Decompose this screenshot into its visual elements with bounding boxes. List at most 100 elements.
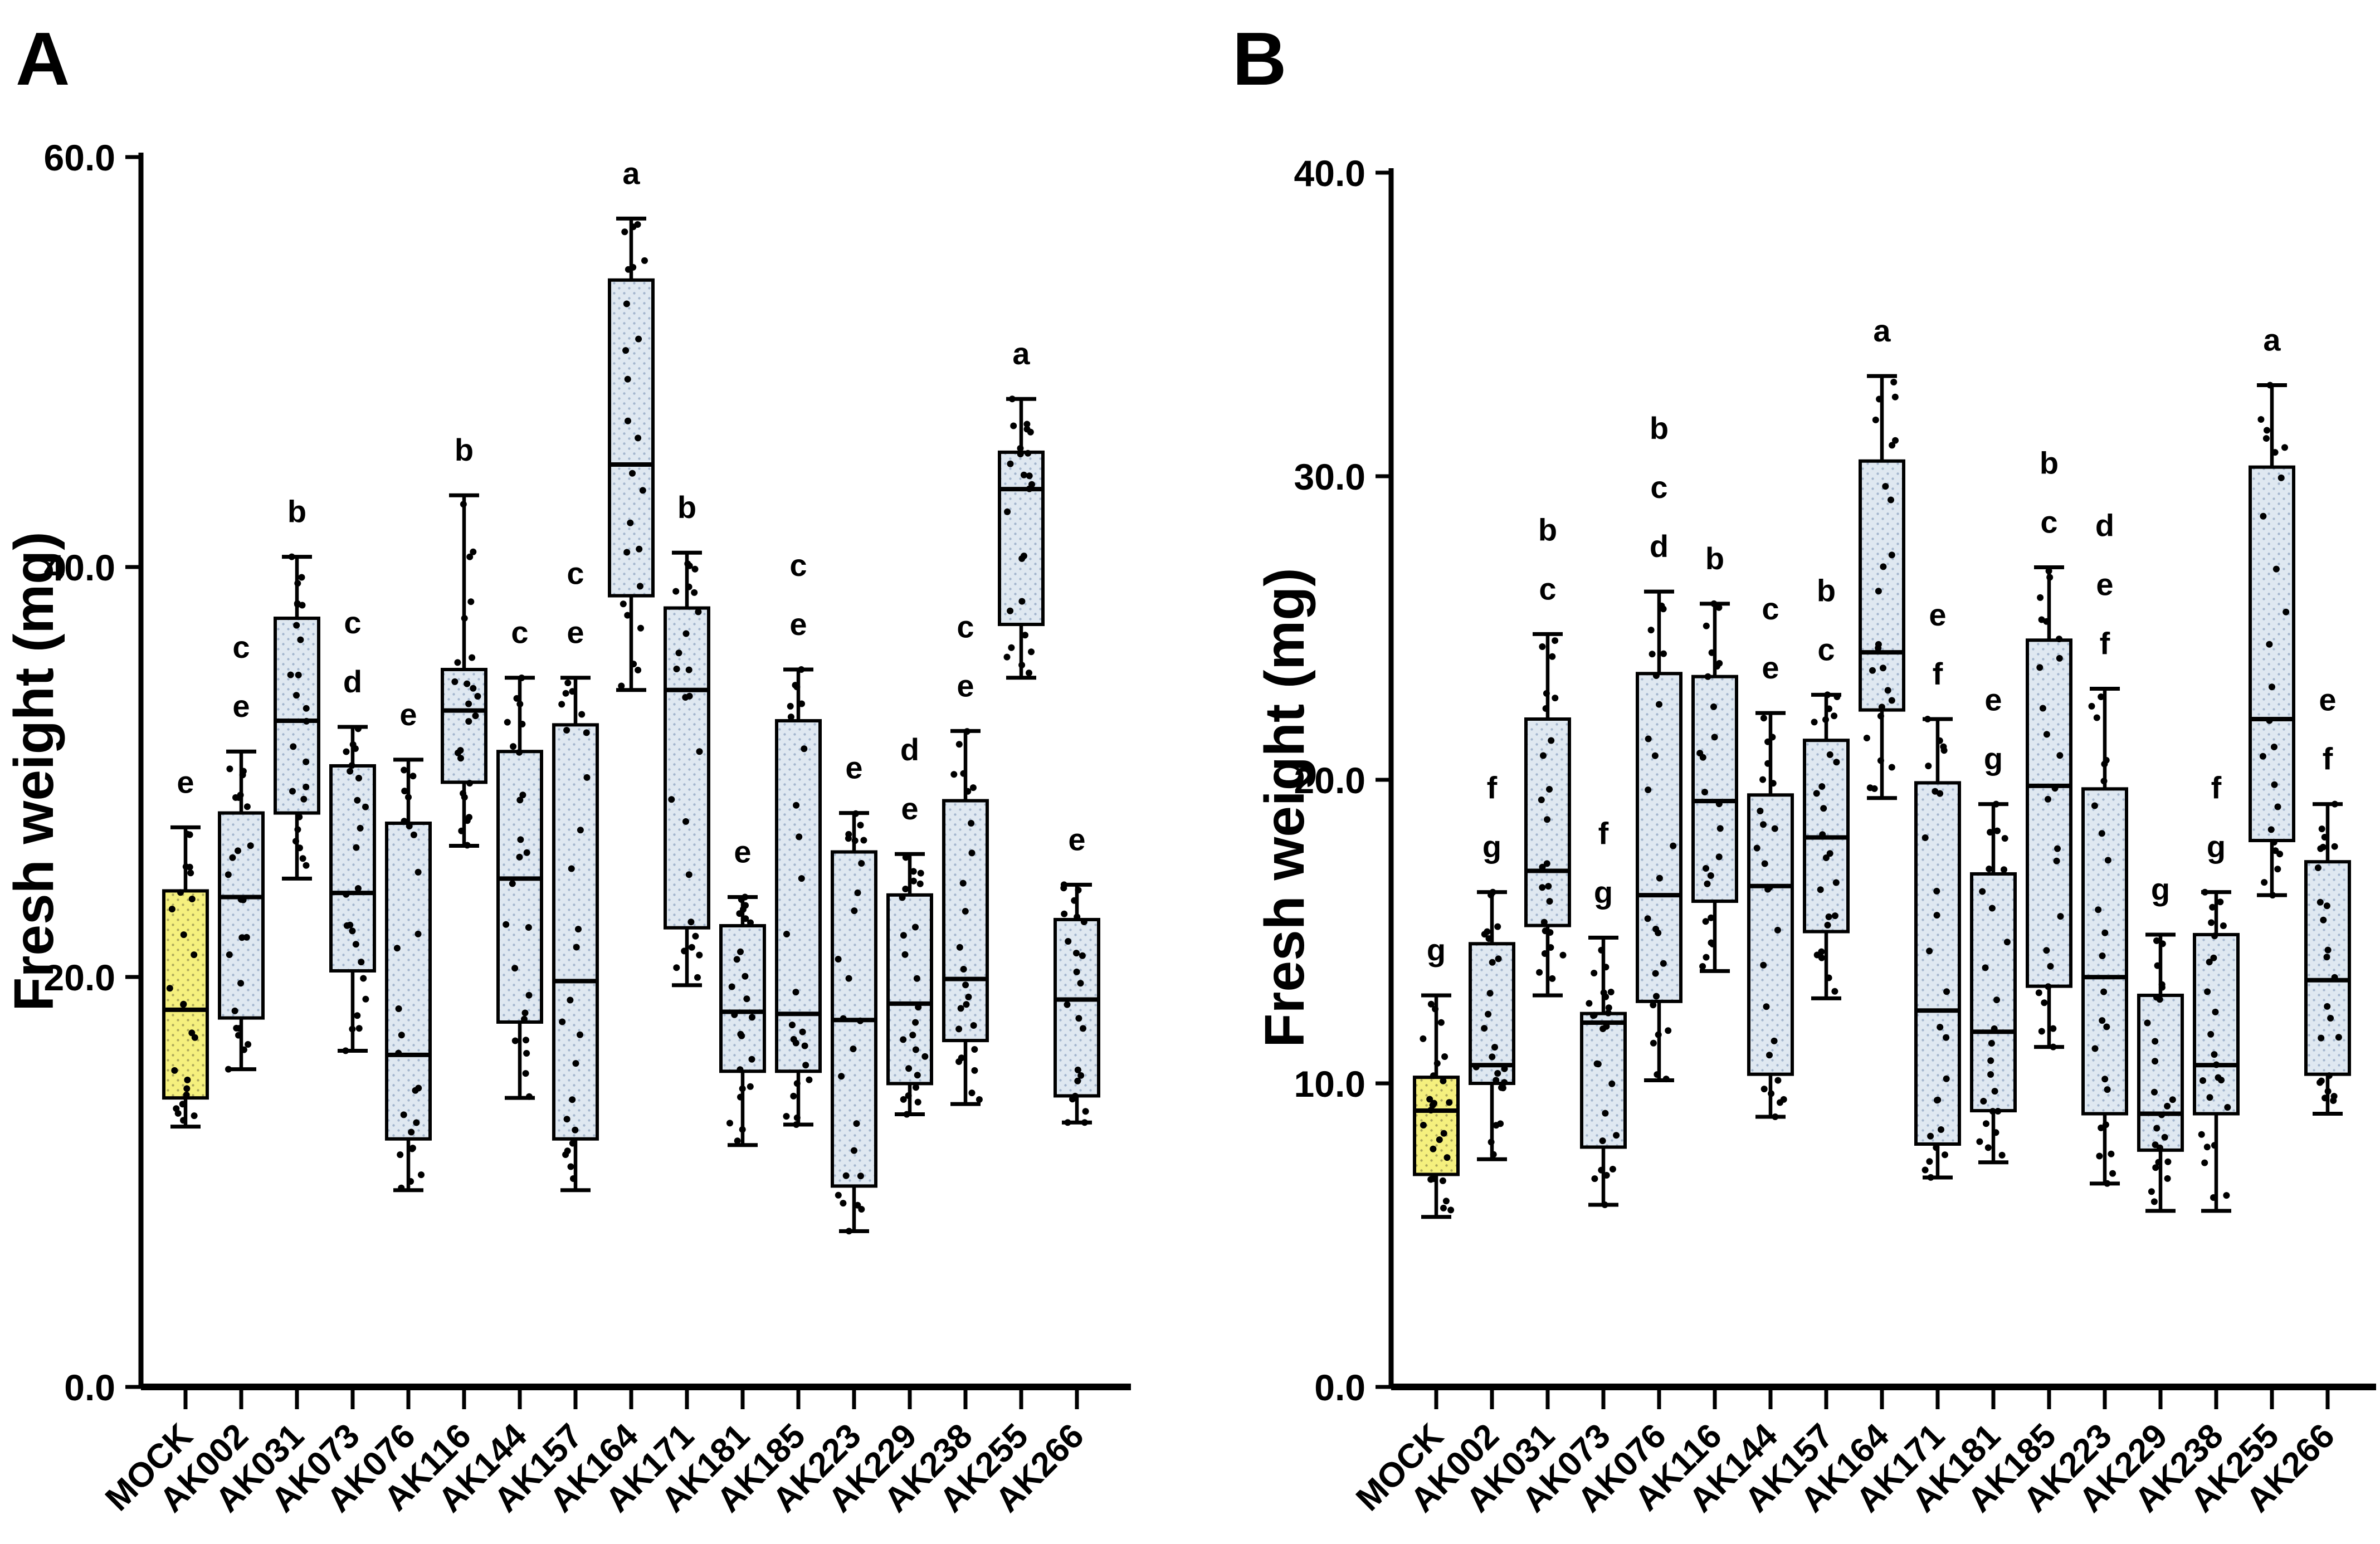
data-point (347, 768, 354, 775)
data-point (851, 837, 859, 844)
significance-letter: c (2040, 505, 2057, 540)
data-point (1660, 960, 1667, 967)
significance-letter: g (2151, 872, 2170, 907)
data-point (464, 842, 471, 849)
data-point (1891, 393, 1899, 400)
data-point (686, 692, 693, 700)
data-point (187, 869, 194, 877)
data-point (739, 1126, 746, 1133)
data-point (1772, 1113, 1779, 1120)
data-point (1645, 735, 1652, 742)
data-point (2283, 608, 2290, 615)
data-point (913, 1084, 919, 1091)
data-point (577, 827, 584, 834)
data-point (850, 1045, 857, 1053)
data-point (362, 995, 369, 1003)
data-point (362, 803, 369, 810)
data-point (2046, 574, 2054, 581)
data-point (569, 688, 576, 695)
data-point (625, 417, 631, 424)
data-point (174, 1110, 182, 1117)
data-point (1942, 1151, 1948, 1159)
data-point (963, 728, 970, 735)
data-point (232, 794, 239, 801)
data-point (1547, 944, 1554, 951)
data-point (956, 944, 963, 951)
data-point (287, 671, 294, 678)
box-group-AK144: c (496, 615, 543, 1100)
data-point (687, 918, 695, 926)
data-point (1936, 737, 1943, 744)
data-point (1875, 588, 1882, 595)
data-point (1831, 988, 1838, 995)
data-point (1703, 865, 1709, 872)
data-point (1433, 1060, 1441, 1067)
data-point (1888, 551, 1895, 559)
data-point (1819, 831, 1826, 838)
data-point (573, 944, 580, 951)
data-point (1650, 1039, 1657, 1047)
data-point (1877, 712, 1884, 720)
data-point (180, 931, 187, 939)
data-point (976, 1096, 983, 1103)
data-point (838, 1073, 845, 1080)
data-point (1817, 886, 1824, 893)
data-point (2272, 565, 2280, 573)
data-point (726, 1120, 733, 1127)
data-point (558, 701, 565, 708)
data-point (183, 1085, 191, 1092)
data-point (1763, 1003, 1770, 1010)
data-point (2264, 427, 2270, 434)
data-point (2325, 1072, 2333, 1079)
data-point (355, 1025, 363, 1032)
data-point (1988, 1040, 1995, 1047)
data-point (917, 869, 924, 877)
data-point (1440, 1077, 1447, 1084)
box-group-AK073: cd (329, 605, 376, 1054)
data-point (1023, 421, 1031, 428)
data-point (793, 802, 800, 809)
data-point (621, 228, 628, 236)
data-point (1080, 918, 1087, 925)
data-point (737, 1093, 744, 1101)
significance-letter: b (1538, 512, 1557, 547)
data-point (2043, 618, 2050, 625)
data-point (2324, 946, 2332, 954)
box-iqr (942, 799, 989, 1043)
data-point (353, 844, 360, 851)
data-point (2096, 1152, 2103, 1160)
data-point (635, 667, 642, 673)
data-point (1436, 1136, 1443, 1144)
data-point (2207, 1030, 2215, 1038)
data-point (559, 1018, 566, 1025)
data-point (1994, 1108, 2002, 1115)
data-point (853, 1120, 860, 1127)
data-point (620, 600, 627, 608)
data-point (2331, 843, 2338, 850)
data-point (1488, 1139, 1495, 1146)
data-point (294, 826, 301, 833)
data-point (1708, 649, 1715, 656)
data-point (960, 966, 967, 973)
data-point (1932, 788, 1939, 795)
significance-letter: e (1984, 682, 2002, 717)
data-point (458, 827, 465, 834)
data-point (1826, 751, 1833, 758)
data-point (2095, 906, 2102, 913)
data-point (2109, 1170, 2116, 1177)
data-point (2267, 826, 2275, 833)
data-point (1992, 800, 1999, 808)
significance-letter: b (455, 432, 474, 467)
data-point (521, 1009, 529, 1017)
data-point (2045, 568, 2052, 575)
data-point (2224, 1104, 2231, 1111)
data-point (1609, 1166, 1616, 1172)
box-iqr (775, 719, 822, 1073)
data-point (1665, 1027, 1672, 1034)
data-point (955, 1058, 963, 1065)
box-iqr (552, 723, 599, 1141)
data-point (465, 700, 472, 707)
data-point (1540, 918, 1548, 926)
data-point (1813, 951, 1821, 959)
significance-letter: f (1933, 656, 1943, 691)
